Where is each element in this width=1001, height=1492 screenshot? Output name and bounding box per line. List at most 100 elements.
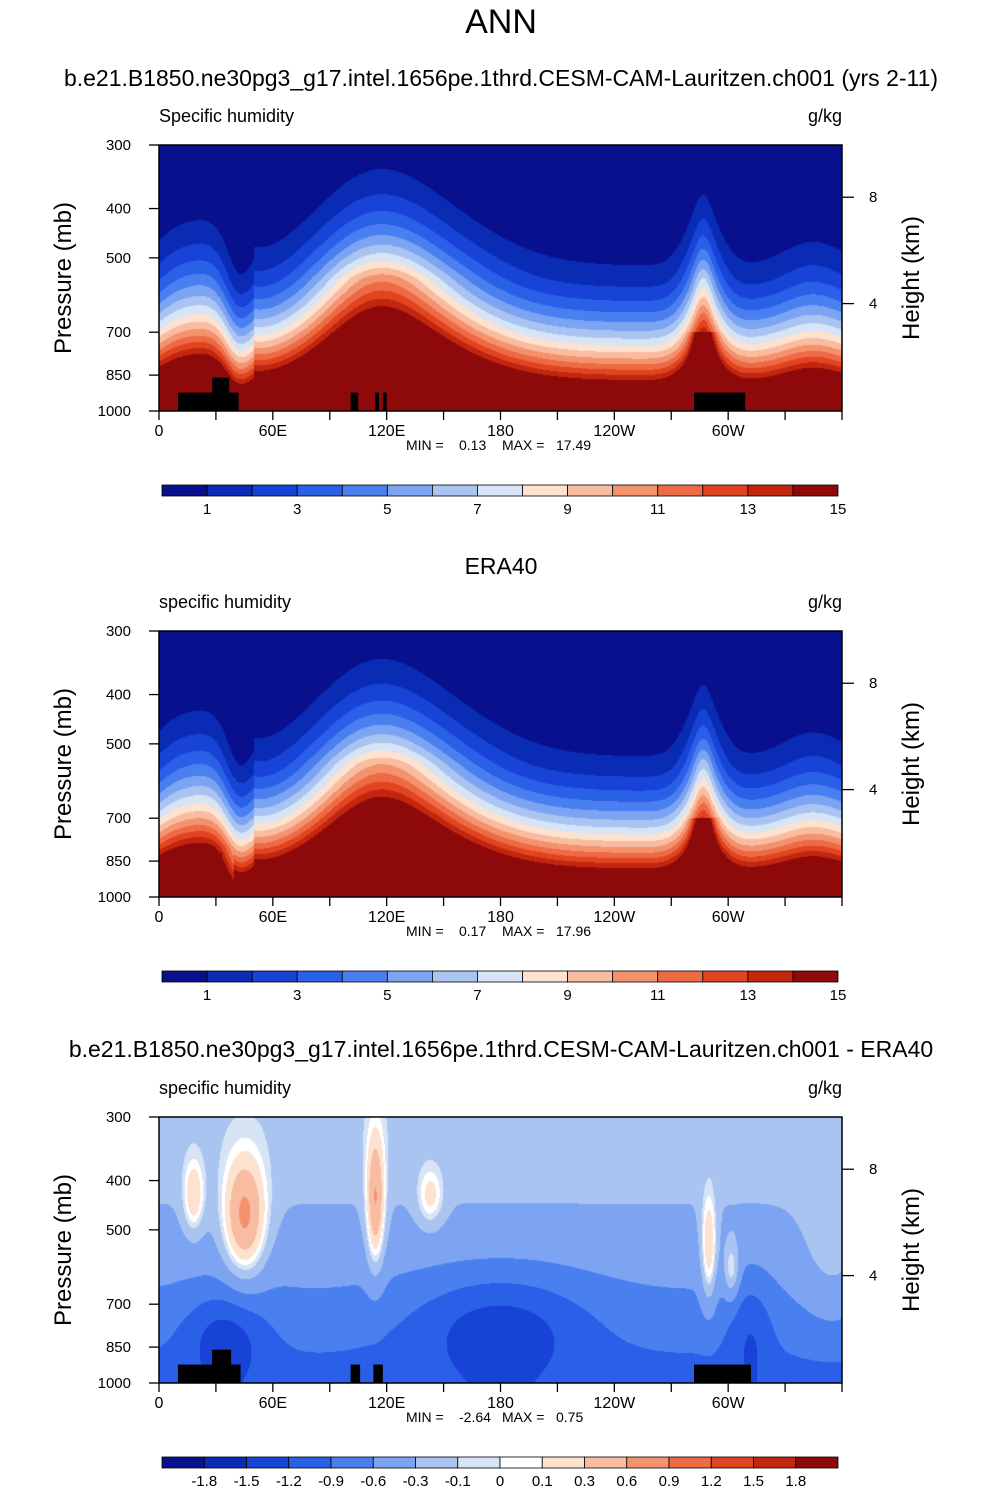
min-label: MIN = [406,1409,444,1425]
x-tick-label: 60W [712,1395,746,1412]
colorbar-box [330,1456,374,1469]
colorbar-box [206,484,253,497]
max-value: 17.96 [556,923,591,939]
colorbar-box [567,484,614,497]
x-tick-label: 60E [259,423,287,440]
y-tick-label: 850 [106,1339,131,1356]
x-tick-label: 180 [487,909,514,926]
y-tick-label: 400 [106,201,131,218]
y-tick-label: 850 [106,367,131,384]
x-tick-label: 120W [593,1395,636,1412]
topography-mask [350,392,359,411]
y2-axis-title: Height (km) [898,216,925,340]
obs-title: ERA40 [465,553,538,579]
colorbar-label: -0.6 [360,1473,386,1490]
colorbar-box [251,484,298,497]
y2-axis-title: Height (km) [898,702,925,826]
colorbar-box [522,970,568,983]
topography-mask [694,1364,751,1383]
colorbar-label: 1.5 [743,1473,764,1490]
colorbar-box [477,484,523,497]
x-tick-label: 0 [155,1395,164,1412]
units-label: g/kg [808,592,842,612]
colorbar-label: -1.8 [191,1473,217,1490]
colorbar-label: 7 [473,987,481,1004]
max-label: MAX = [502,437,544,453]
colorbar-label: 3 [293,987,301,1004]
colorbar-box [296,970,343,983]
y-tick-label: 300 [106,1109,131,1126]
colorbar-box [710,1456,754,1469]
colorbar-label: 0 [496,1473,504,1490]
max-value: 17.49 [556,437,591,453]
y2-tick-label: 4 [869,782,877,799]
topography-mask [212,1349,232,1383]
topography-mask [177,392,239,411]
colorbar-box [296,484,343,497]
colorbar-box [341,484,388,497]
colorbar-label: 9 [563,987,571,1004]
colorbar-box [457,1456,501,1469]
colorbar-box [431,970,478,983]
colorbar-box [792,484,839,497]
colorbar-box [341,970,388,983]
colorbar-label: -0.3 [403,1473,429,1490]
colorbar-box [747,970,794,983]
colorbar-label: 0.6 [616,1473,637,1490]
max-value: 0.75 [556,1409,583,1425]
colorbar-box [702,484,749,497]
panel-model: 300 400 500 700 850 1000 8 4 0 60E 120E 180 120W 60W P… [50,106,925,518]
colorbar-label: -1.2 [276,1473,302,1490]
colorbar-label: 15 [830,987,847,1004]
colorbar-box [795,1456,839,1469]
colorbar-box [161,1456,205,1469]
x-tick-label: 180 [487,423,514,440]
colorbar-label: -0.9 [318,1473,344,1490]
colorbar-label: 1.8 [785,1473,806,1490]
colorbar-label: 0.1 [532,1473,553,1490]
y-tick-label: 500 [106,736,131,753]
y-tick-label: 700 [106,1296,131,1313]
colorbar-box [626,1456,670,1469]
y-axis-title: Pressure (mb) [50,202,77,354]
colorbar-box [206,970,253,983]
colorbar-box [415,1456,459,1469]
colorbar-label: 13 [740,987,757,1004]
colorbar-label: 1 [203,501,211,518]
colorbar-box [522,484,568,497]
colorbar-box [251,970,298,983]
colorbar-box [753,1456,797,1469]
panel-difference: 300 400 500 700 850 1000 8 4 0 60E 120E 180 120W 60W P… [50,1078,925,1490]
x-tick-label: 120E [368,1395,405,1412]
colorbar-box [702,970,749,983]
x-tick-label: 120E [368,909,405,926]
colorbar-box [567,970,614,983]
colorbar-box [288,1456,332,1469]
case-title: b.e21.B1850.ne30pg3_g17.intel.1656pe.1th… [64,65,938,91]
colorbar-label: 0.9 [659,1473,680,1490]
diff-title: b.e21.B1850.ne30pg3_g17.intel.1656pe.1th… [69,1036,933,1062]
y-tick-label: 300 [106,623,131,640]
panel-era40: 300 400 500 700 850 1000 8 4 0 60E 120E 180 120W 60W P… [50,592,925,1004]
x-tick-label: 60E [259,909,287,926]
colorbar-box [584,1456,628,1469]
colorbar-box [203,1456,247,1469]
min-value: 0.13 [459,437,486,453]
y-tick-label: 1000 [98,403,131,420]
y2-axis-title: Height (km) [898,1188,925,1312]
colorbar-box [161,484,208,497]
max-label: MAX = [502,923,544,939]
y2-tick-label: 8 [869,675,877,692]
min-value: -2.64 [459,1409,491,1425]
colorbar-label: -0.1 [445,1473,471,1490]
contour-field [159,145,842,411]
x-tick-label: 120E [368,423,405,440]
field-label: Specific humidity [159,106,294,126]
colorbar-box [499,1456,543,1469]
y2-tick-label: 8 [869,189,877,206]
y2-tick-label: 4 [869,1268,877,1285]
colorbar-label: 7 [473,501,481,518]
x-tick-label: 0 [155,909,164,926]
contour-field [159,1117,842,1383]
